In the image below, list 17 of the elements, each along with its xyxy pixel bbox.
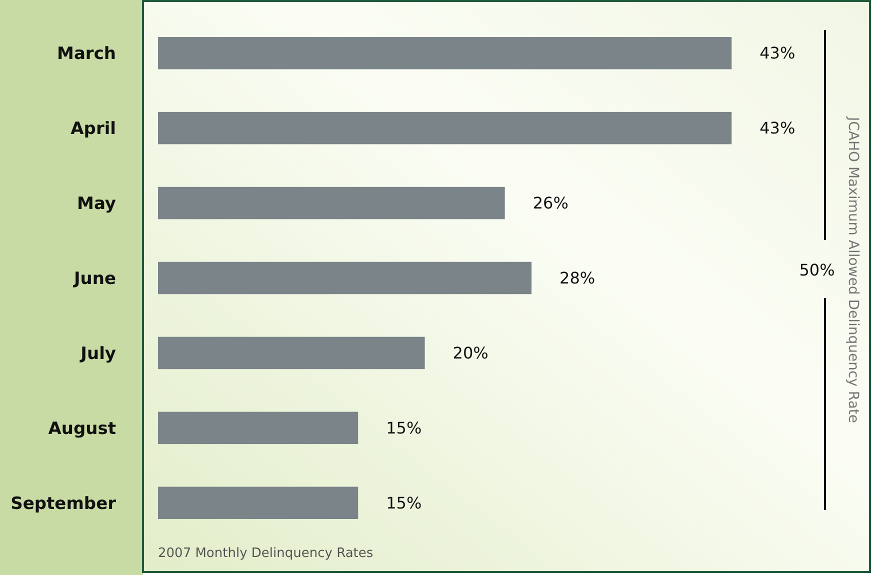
y-tick-label: August (48, 418, 116, 439)
data-label: 43% (760, 118, 796, 138)
y-tick-label: April (70, 119, 116, 140)
y-tick-label: July (80, 344, 116, 364)
y-tick-label: May (77, 194, 116, 214)
text: 50% (799, 260, 835, 280)
data-label: 15% (386, 493, 422, 512)
data-label: 20% (452, 344, 488, 363)
y-tick-label: September (10, 494, 117, 514)
data-label: 28% (560, 268, 596, 288)
data-label: 43% (760, 44, 796, 63)
ref-line-label: JCAHO Maximum Allowed Delinquency Rate (845, 116, 861, 424)
data-label: 26% (532, 194, 568, 213)
text: 2007 Monthly Delinquency Rates (158, 546, 374, 561)
y-tick-label: June (72, 268, 116, 289)
data-label: 15% (386, 418, 422, 438)
y-tick-label: March (57, 44, 116, 64)
